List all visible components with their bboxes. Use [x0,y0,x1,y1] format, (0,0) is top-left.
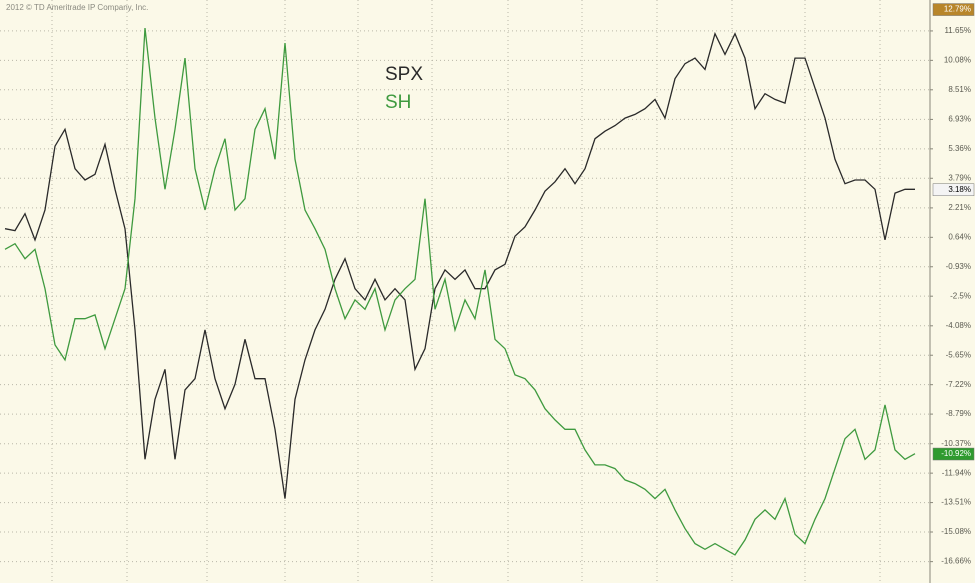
value-tag [932,183,975,196]
y-tick-label: 8.51% [948,85,971,94]
y-tick-label: 0.64% [948,232,971,241]
y-tick-label: -4.08% [946,321,971,330]
y-tick-label: 10.08% [944,55,971,64]
y-tick-label: -0.93% [946,262,971,271]
legend-entry: SH [385,92,411,113]
y-tick-label: -7.22% [946,380,971,389]
y-tick-label: -16.66% [941,557,971,566]
value-tag-label: 3.18% [948,185,971,194]
value-tag-label: 12.79% [944,5,971,14]
value-tag [932,447,975,461]
y-tick-label: -13.51% [941,498,971,507]
y-tick-label: -8.79% [946,409,971,418]
y-tick-label: 11.65% [944,26,971,35]
y-tick-label: 6.93% [948,115,971,124]
y-tick-label: -5.65% [946,350,971,359]
y-tick-label: 5.36% [948,144,971,153]
y-tick-label: 2.21% [948,203,971,212]
value-tag-label: -10.92% [941,449,971,458]
y-tick-label: -11.94% [942,468,971,477]
y-tick-label: -2.5% [950,291,971,300]
y-tick-label: 3.79% [948,173,971,182]
y-tick-label: -15.08% [941,527,971,536]
y-tick-label: -10.37% [941,439,971,448]
series-line [4,31,915,499]
value-tag [932,3,975,16]
copyright: 2012 © TD Ameritrade IP Company, Inc. [6,3,148,12]
legend-entry: SPX [385,64,423,85]
series-line [4,28,916,556]
